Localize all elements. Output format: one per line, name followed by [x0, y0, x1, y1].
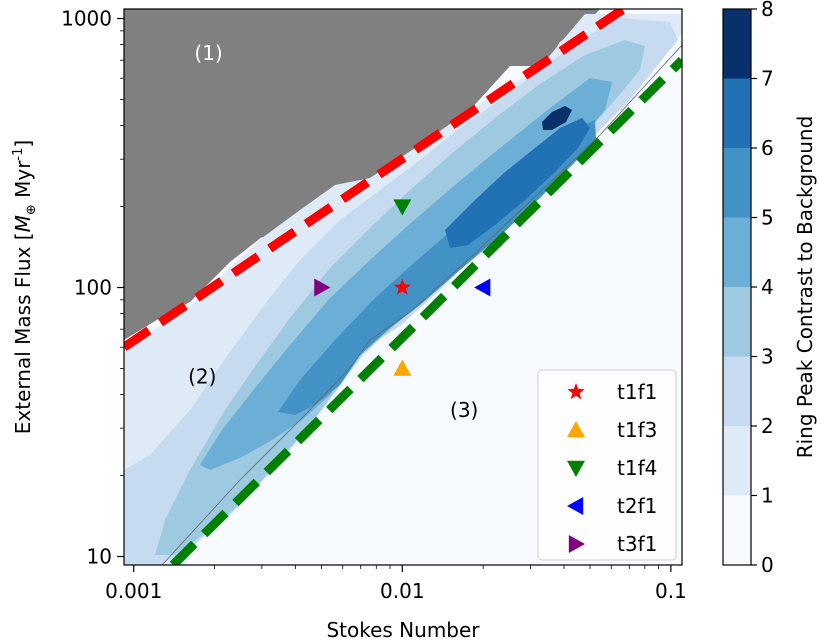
band-7: [542, 106, 572, 130]
markers: [314, 199, 491, 376]
x-tick-label: 0.1: [655, 579, 687, 603]
colorbar-swatch-5: [723, 148, 751, 218]
colorbar-tick-label: 0: [761, 553, 774, 577]
masked-region: [124, 9, 600, 340]
x-axis-label: Stokes Number: [326, 618, 480, 642]
x-tick-label: 0.01: [380, 579, 425, 603]
colorbar-label: Ring Peak Contrast to Background: [793, 116, 817, 459]
legend-marker-t2f1: [567, 497, 584, 515]
y-axis: 10 100 1000: [61, 7, 124, 569]
region-label-1: (1): [194, 41, 222, 65]
y-tick-label: 10: [87, 545, 112, 569]
y-axis-label: External Mass Flux [M⊕ Myr-1]: [11, 140, 39, 434]
legend-label-t1f4: t1f4: [617, 456, 657, 480]
legend-marker-t1f3: [567, 421, 585, 438]
colorbar-tick-label: 2: [761, 414, 774, 438]
marker-t2f1: [474, 278, 491, 297]
legend-marker-t3f1: [568, 535, 585, 553]
colorbar-tick-label: 8: [761, 0, 774, 21]
colorbar-swatch-0: [723, 495, 751, 565]
colorbar: 0 1 2 3 4 5 6 7 8: [722, 0, 774, 577]
legend-label-t3f1: t3f1: [617, 532, 657, 556]
boundary-line-1: [124, 9, 626, 351]
colorbar-swatch-6: [723, 78, 751, 148]
y-tick-label: 1000: [61, 7, 112, 31]
colorbar-swatch-4: [723, 217, 751, 287]
y-tick-label: 100: [74, 276, 112, 300]
colorbar-tick-label: 5: [761, 206, 774, 230]
legend-label-t2f1: t2f1: [617, 494, 657, 518]
region-label-3: (3): [450, 398, 478, 422]
colorbar-swatch-1: [723, 426, 751, 496]
x-tick-label: 0.001: [105, 579, 162, 603]
colorbar-tick-label: 6: [761, 136, 774, 160]
marker-t1f4: [393, 199, 412, 216]
legend-marker-t1f1: [567, 383, 585, 400]
colorbar-swatch-3: [723, 287, 751, 357]
band-6: [445, 118, 590, 248]
colorbar-tick-label: 7: [761, 67, 774, 91]
legend-label-t1f3: t1f3: [617, 418, 657, 442]
legend-marker-t1f4: [567, 460, 585, 477]
marker-t3f1: [314, 278, 331, 297]
region-label-2: (2): [188, 364, 216, 388]
legend-box: [537, 369, 677, 561]
plot-area: (1) (2) (3): [124, 9, 682, 565]
colorbar-swatch-7: [723, 9, 751, 79]
legend-label-t1f1: t1f1: [617, 380, 657, 404]
legend: t1f1 t1f3 t1f4 t2f1 t3f1: [537, 369, 677, 561]
boundary-lines: [124, 9, 682, 565]
colorbar-tick-label: 4: [761, 275, 774, 299]
marker-t1f3: [393, 359, 412, 376]
colorbar-tick-label: 1: [761, 484, 774, 508]
colorbar-tick-label: 3: [761, 345, 774, 369]
colorbar-swatch-2: [723, 356, 751, 426]
boundary-line-2: [169, 57, 682, 565]
contour-edge: [161, 44, 682, 565]
x-axis: 0.001 0.01 0.1: [105, 565, 687, 603]
marker-t1f1: [393, 278, 411, 295]
region-labels: (1) (2) (3): [188, 41, 478, 422]
